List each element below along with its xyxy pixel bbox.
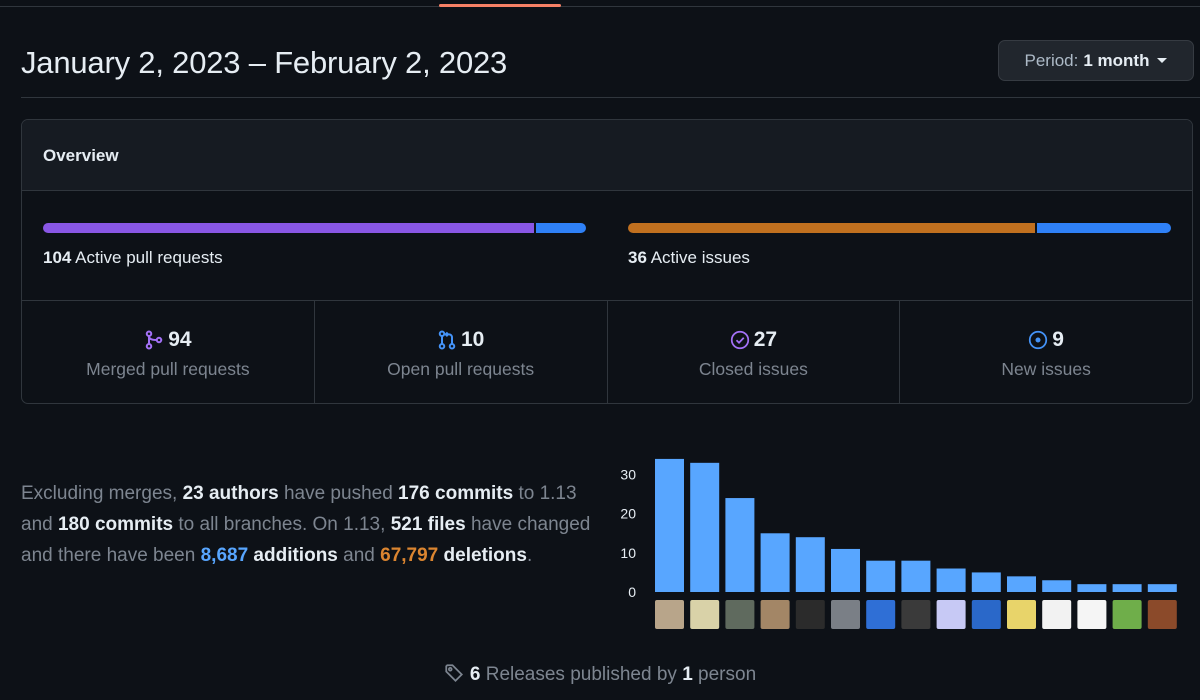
- top-divider: [0, 6, 1200, 7]
- contributor-avatar[interactable]: [866, 600, 896, 629]
- authors-count: 23 authors: [182, 483, 279, 504]
- contributor-bar[interactable]: [866, 560, 896, 592]
- stat-open-pull-requests[interactable]: 10 Open pull requests: [315, 301, 608, 403]
- contributor-bar[interactable]: [1007, 576, 1036, 592]
- contributor-bar[interactable]: [1042, 580, 1072, 592]
- releases-count: 6: [469, 664, 481, 685]
- branch-commits-count: 176 commits: [398, 483, 514, 504]
- y-tick-label: 10: [620, 545, 636, 561]
- contributor-bar[interactable]: [936, 568, 966, 592]
- stat-new-issues[interactable]: 9 New issues: [900, 301, 1192, 403]
- contributor-avatar[interactable]: [725, 600, 755, 629]
- contributor-bar[interactable]: [760, 533, 790, 592]
- contributor-bar[interactable]: [831, 548, 860, 592]
- contributor-bar[interactable]: [901, 560, 931, 592]
- open-count: 10: [460, 328, 485, 351]
- active-issues-count: 36: [628, 248, 647, 267]
- date-range-title: January 2, 2023 – February 2, 2023: [21, 45, 508, 80]
- new-count: 9: [1052, 328, 1064, 351]
- summary-text: .: [526, 545, 533, 566]
- contributor-bar[interactable]: [1147, 584, 1177, 592]
- contributor-avatar[interactable]: [901, 600, 931, 629]
- contributor-avatar[interactable]: [1007, 600, 1036, 629]
- contributor-avatar[interactable]: [1112, 600, 1142, 629]
- releases-summary[interactable]: 6 Releases published by 1 person: [0, 663, 1200, 686]
- contributor-bar[interactable]: [655, 458, 684, 592]
- new-segment: [1037, 223, 1171, 233]
- closed-count: 27: [753, 328, 778, 351]
- period-dropdown-button[interactable]: Period: 1 month: [998, 40, 1194, 81]
- contributor-bar[interactable]: [795, 537, 825, 592]
- new-label: New issues: [1001, 359, 1091, 379]
- contributors-chart: 30 20 10 0: [612, 455, 1200, 635]
- contributor-bar[interactable]: [725, 498, 755, 592]
- contributor-avatar[interactable]: [971, 600, 1001, 629]
- issue-closed-icon: [730, 330, 749, 350]
- merged-label: Merged pull requests: [86, 359, 250, 379]
- active-issues[interactable]: 36 Active issues: [628, 223, 1171, 268]
- issue-opened-icon: [1029, 330, 1048, 350]
- overview-stats: 94 Merged pull requests 10 Open pull req…: [22, 301, 1192, 403]
- overview-panel: Overview 104 Active pull requests 36 Act…: [21, 119, 1193, 404]
- active-tab-indicator: [439, 4, 561, 7]
- closed-segment: [628, 223, 1036, 233]
- summary-text: Excluding merges,: [21, 483, 183, 504]
- closed-label: Closed issues: [698, 359, 808, 379]
- contributor-bar[interactable]: [971, 572, 1001, 592]
- active-pull-requests[interactable]: 104 Active pull requests: [43, 223, 586, 268]
- overview-bars: 104 Active pull requests 36 Active issue…: [22, 191, 1192, 301]
- summary-text: have pushed: [278, 483, 399, 504]
- releases-text: Releases published by: [480, 664, 683, 685]
- contributor-avatar[interactable]: [795, 600, 825, 629]
- y-tick-label: 20: [620, 506, 636, 522]
- contributor-avatar[interactable]: [655, 600, 684, 629]
- merged-count: 94: [168, 328, 192, 351]
- chevron-down-icon: [1157, 58, 1168, 63]
- contributor-bar[interactable]: [1112, 584, 1142, 592]
- people-text: person: [692, 664, 757, 685]
- summary-text: to all branches. On 1.13,: [173, 514, 391, 535]
- contributor-avatar[interactable]: [1077, 600, 1107, 629]
- summary-text: to 1.13 and: [21, 483, 577, 535]
- period-value: 1 month: [1083, 50, 1150, 70]
- tag-icon: [445, 664, 463, 682]
- pull-requests-progress-bar: [43, 223, 586, 233]
- people-count: 1: [682, 664, 693, 685]
- deletions-count: 67,797: [380, 545, 439, 566]
- overview-title: Overview: [22, 120, 1192, 191]
- pull-request-icon: [438, 330, 456, 350]
- contributor-avatar[interactable]: [936, 600, 966, 629]
- summary-text: have changed and there have been: [21, 514, 591, 566]
- contributor-avatar[interactable]: [760, 600, 790, 629]
- merged-segment: [43, 223, 534, 233]
- y-tick-label: 30: [620, 467, 636, 483]
- deletions-label: deletions: [438, 545, 527, 566]
- commits-summary: Excluding merges, 23 authors have pushed…: [21, 478, 611, 571]
- stat-merged-pull-requests[interactable]: 94 Merged pull requests: [22, 301, 315, 403]
- open-segment: [535, 223, 586, 233]
- stat-closed-issues[interactable]: 27 Closed issues: [608, 301, 901, 403]
- additions-label: additions: [248, 545, 338, 566]
- active-pull-requests-count: 104: [43, 248, 72, 267]
- contributor-avatar[interactable]: [831, 600, 860, 629]
- period-label: Period:: [1024, 50, 1079, 70]
- commits-bar-chart: 30 20 10 0: [620, 458, 1177, 629]
- files-count: 521 files: [390, 514, 466, 535]
- open-label: Open pull requests: [387, 359, 535, 379]
- merge-icon: [145, 330, 163, 350]
- all-commits-count: 180 commits: [57, 514, 174, 535]
- contributor-avatar[interactable]: [1147, 600, 1177, 629]
- page-header: January 2, 2023 – February 2, 2023 Perio…: [21, 40, 1200, 98]
- y-tick-label: 0: [628, 584, 636, 600]
- contributor-avatar[interactable]: [1042, 600, 1072, 629]
- contributor-bar[interactable]: [1077, 584, 1107, 592]
- issues-progress-bar: [628, 223, 1171, 233]
- active-pull-requests-label: Active pull requests: [75, 248, 223, 267]
- additions-count: 8,687: [200, 545, 249, 566]
- summary-text: and: [337, 545, 381, 566]
- active-issues-label: Active issues: [650, 248, 750, 267]
- contributor-bar[interactable]: [690, 462, 720, 592]
- contributor-avatar[interactable]: [690, 600, 720, 629]
